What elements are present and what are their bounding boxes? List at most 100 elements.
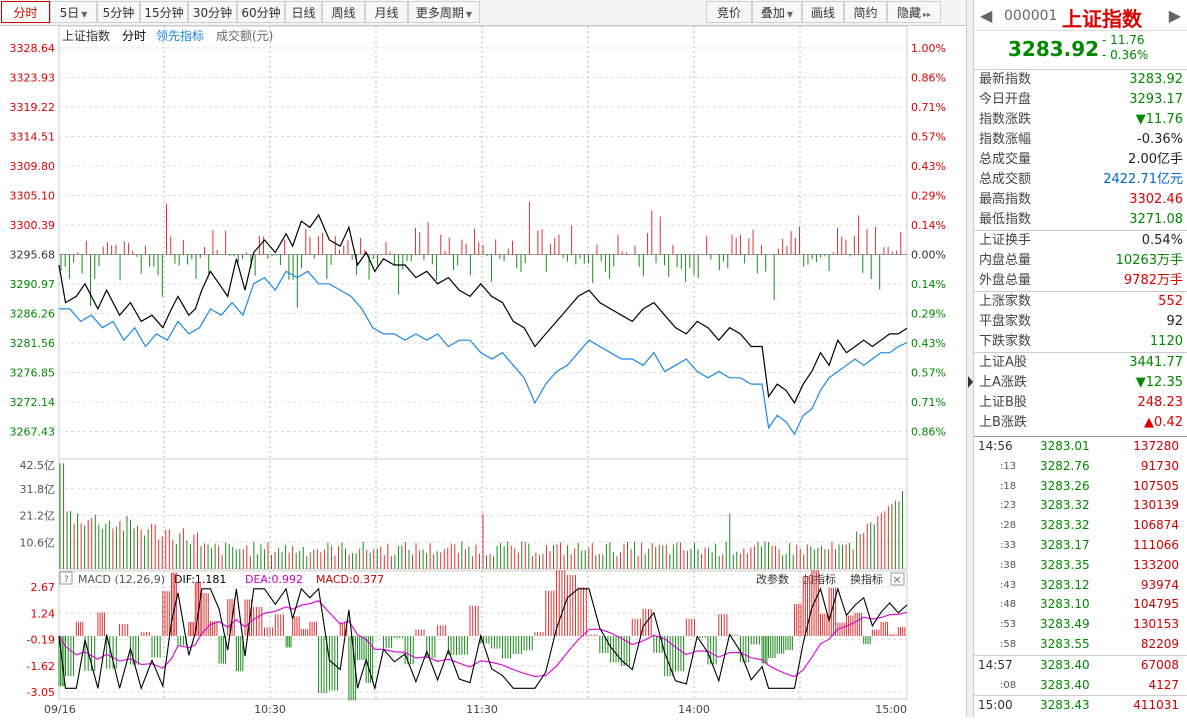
stat-value: 9782万手 xyxy=(1123,273,1183,288)
macd-tick-label: -3.05 xyxy=(27,686,55,699)
stat-label: 内盘总量 xyxy=(979,253,1032,268)
pct-tick-label: 0.29% xyxy=(911,190,946,203)
tab-7[interactable]: 周线 xyxy=(322,1,365,23)
tick-row: :58 3283.55 82209 xyxy=(974,635,1187,655)
stat-value: 3302.46 xyxy=(1129,192,1183,207)
time-tick-label: 11:30 xyxy=(466,703,498,716)
stat-value: 10263万手 xyxy=(1115,253,1183,268)
stat-label: 今日开盘 xyxy=(979,92,1032,107)
macd-button-1[interactable]: 加指标 xyxy=(803,572,836,586)
stat-value: ▼12.35 xyxy=(1135,375,1183,390)
pct-tick-label: 0.14% xyxy=(911,278,946,291)
stat-label: 最低指数 xyxy=(979,212,1032,227)
pct-tick-label: 0.71% xyxy=(911,396,946,409)
stat-label: 总成交额 xyxy=(979,172,1032,187)
intraday-chart[interactable]: 上证指数 分时 领先指标 成交额(元) 3328.64 1.00% 3323.93 0.86%… xyxy=(0,25,966,717)
leading-indicator-line xyxy=(59,270,908,436)
pct-tick-label: 0.43% xyxy=(911,160,946,173)
stat-label: 上证B股 xyxy=(979,395,1027,410)
price-line xyxy=(58,213,908,405)
tick-price: 3283.01 xyxy=(1040,439,1090,453)
stat-value: 2.00亿手 xyxy=(1128,152,1183,167)
stat-value: 3283.92 xyxy=(1129,72,1183,87)
tab-5[interactable]: 60分钟 xyxy=(237,1,285,23)
price-tick-label: 3272.14 xyxy=(10,396,56,409)
price-tick-label: 3290.97 xyxy=(10,278,56,291)
tick-price: 3283.35 xyxy=(1040,557,1090,572)
stat-row: 最高指数 3302.46 xyxy=(974,190,1187,210)
stock-code: 000001 xyxy=(1004,8,1058,24)
tick-volume: 130153 xyxy=(1133,617,1179,632)
tick-row: 14:57 3283.40 67008 xyxy=(974,654,1187,676)
macd-value-label: MACD:0.377 xyxy=(316,573,384,586)
expand-icon: ▸▸ xyxy=(922,10,932,19)
prev-stock-icon[interactable]: ◀ xyxy=(980,6,993,25)
tick-price: 3283.12 xyxy=(1040,577,1090,592)
tool-0[interactable]: 竞价 xyxy=(706,1,752,23)
chevron-down-icon: ▼ xyxy=(465,10,473,19)
tick-row: :53 3283.49 130153 xyxy=(974,615,1187,635)
tool-3[interactable]: 简约 xyxy=(844,1,887,23)
time-tick-label: 15:00 xyxy=(875,703,907,716)
tab-label: 分时 xyxy=(13,6,38,20)
tab-4[interactable]: 30分钟 xyxy=(188,1,237,23)
help-icon xyxy=(59,571,73,585)
tab-label: 5分钟 xyxy=(102,6,135,20)
tick-volume: 4127 xyxy=(1148,677,1179,692)
time-tick-label: 10:30 xyxy=(254,703,286,716)
macd-tick-label: 1.24 xyxy=(31,607,56,620)
tool-label: 隐藏 xyxy=(896,6,921,20)
tick-volume: 93974 xyxy=(1140,577,1179,592)
stat-value: 92 xyxy=(1166,314,1183,329)
tool-4[interactable]: 隐藏 ▸▸ xyxy=(887,1,941,23)
stat-row: 上涨家数 552 xyxy=(974,291,1187,312)
legend-item-1: 分时 xyxy=(122,29,146,43)
stat-row: 上证换手 0.54% xyxy=(974,230,1187,251)
tab-3[interactable]: 15分钟 xyxy=(140,1,188,23)
stat-row: 外盘总量 9782万手 xyxy=(974,271,1187,291)
price-tick-label: 3314.51 xyxy=(10,131,56,144)
tool-2[interactable]: 画线 xyxy=(802,1,844,23)
macd-dea-label: DEA:0.992 xyxy=(245,573,303,586)
macd-tick-label: -1.62 xyxy=(27,660,55,673)
tick-row: :48 3283.10 104795 xyxy=(974,595,1187,615)
tab-9[interactable]: 更多周期 ▼ xyxy=(408,1,480,23)
price-tick-label: 3267.43 xyxy=(10,426,56,439)
tab-6[interactable]: 日线 xyxy=(285,1,322,23)
stat-row: 指数涨跌 ▼11.76 xyxy=(974,110,1187,130)
tab-label: 60分钟 xyxy=(241,6,281,20)
tick-list[interactable]: 14:56 3283.01 137280:13 3282.76 91730:18 3283… xyxy=(974,436,1187,717)
next-stock-icon[interactable]: ▶ xyxy=(1168,6,1181,25)
tick-time: 14:56 xyxy=(978,439,1013,453)
tick-row: 15:00 3283.43 411031 xyxy=(974,695,1187,716)
tick-time: :08 xyxy=(1000,679,1017,691)
tick-volume: 82209 xyxy=(1140,636,1179,651)
tab-8[interactable]: 月线 xyxy=(365,1,408,23)
tick-time: :53 xyxy=(1000,619,1017,631)
stat-row: 内盘总量 10263万手 xyxy=(974,251,1187,271)
sidebar-collapse-handle[interactable] xyxy=(966,0,974,717)
macd-dif-label: DIF:1.181 xyxy=(174,573,226,586)
stat-value: ▲0.42 xyxy=(1144,415,1183,430)
macd-dif-line xyxy=(58,586,908,691)
tab-2[interactable]: 5分钟 xyxy=(97,1,140,23)
pct-tick-label: 0.29% xyxy=(911,308,946,321)
stat-row: 上证B股 248.23 xyxy=(974,393,1187,413)
chart-area[interactable]: 上证指数 分时 领先指标 成交额(元) 3328.64 1.00% 3323.93 0.86%… xyxy=(0,25,966,717)
stat-row: 指数涨幅 -0.36% xyxy=(974,130,1187,150)
tab-1[interactable]: 5日 ▼ xyxy=(50,1,97,23)
price-tick-label: 3319.22 xyxy=(10,101,56,114)
macd-button-2[interactable]: 换指标 xyxy=(850,572,883,586)
collapse-arrow-icon xyxy=(968,376,973,388)
stat-label: 上B涨跌 xyxy=(979,415,1027,430)
stat-row: 上证A股 3441.77 xyxy=(974,352,1187,373)
tick-price: 3283.26 xyxy=(1040,478,1090,493)
tick-volume: 107505 xyxy=(1133,478,1179,493)
tool-label: 画线 xyxy=(810,6,835,20)
stat-label: 最高指数 xyxy=(979,192,1032,207)
macd-dea-line xyxy=(58,600,908,678)
macd-button-0[interactable]: 改参数 xyxy=(756,572,789,586)
tool-1[interactable]: 叠加 ▼ xyxy=(752,1,802,23)
pct-tick-label: 0.71% xyxy=(911,101,946,114)
tab-0[interactable]: 分时 xyxy=(1,1,50,23)
